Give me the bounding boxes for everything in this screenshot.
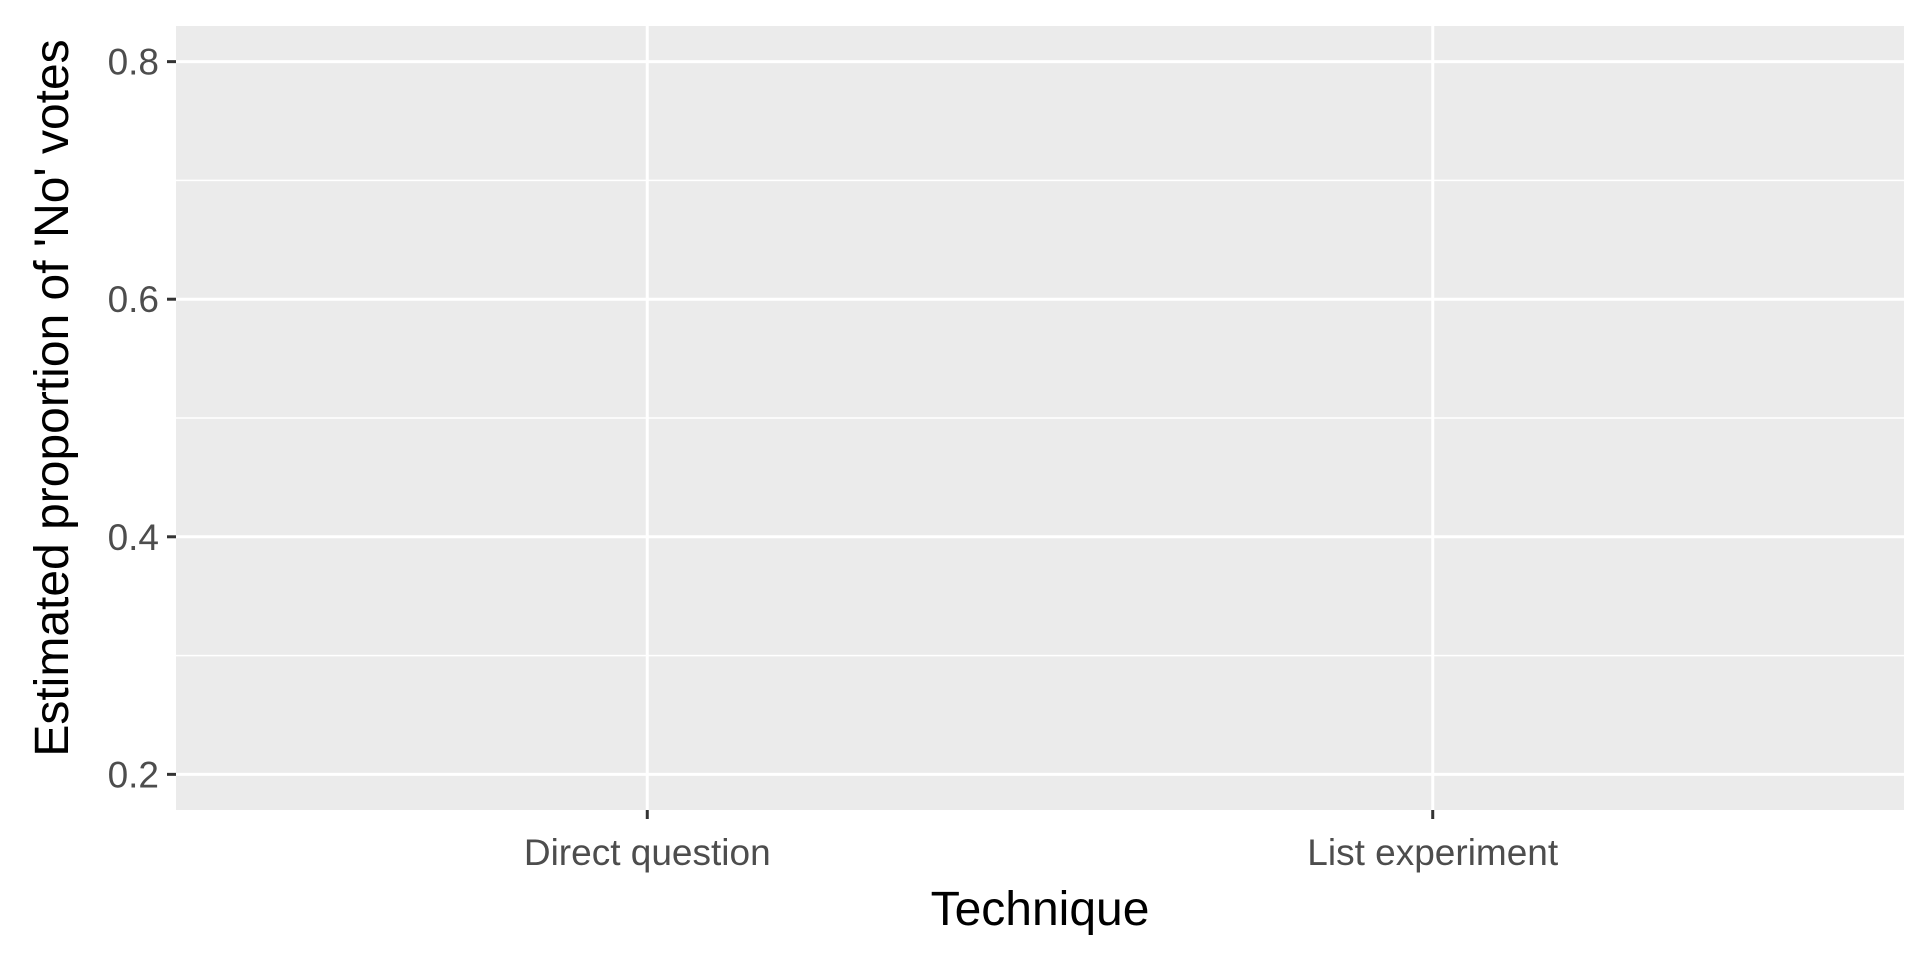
minor-gridlines: [176, 179, 1904, 657]
y-axis: 0.2 0.4 0.6 0.8: [108, 42, 176, 795]
x-axis: Direct question List experiment: [524, 810, 1559, 873]
y-tick-label: 0.4: [108, 517, 159, 558]
x-axis-title: Technique: [931, 883, 1150, 936]
y-tick-label: 0.6: [108, 279, 159, 320]
x-tick-label: Direct question: [524, 832, 771, 873]
y-tick-label: 0.8: [108, 42, 159, 83]
y-tick-label: 0.2: [108, 754, 159, 795]
x-tick-label: List experiment: [1307, 832, 1559, 873]
y-axis-title: Estimated proportion of 'No' votes: [26, 39, 79, 756]
major-gridlines: [176, 26, 1904, 810]
